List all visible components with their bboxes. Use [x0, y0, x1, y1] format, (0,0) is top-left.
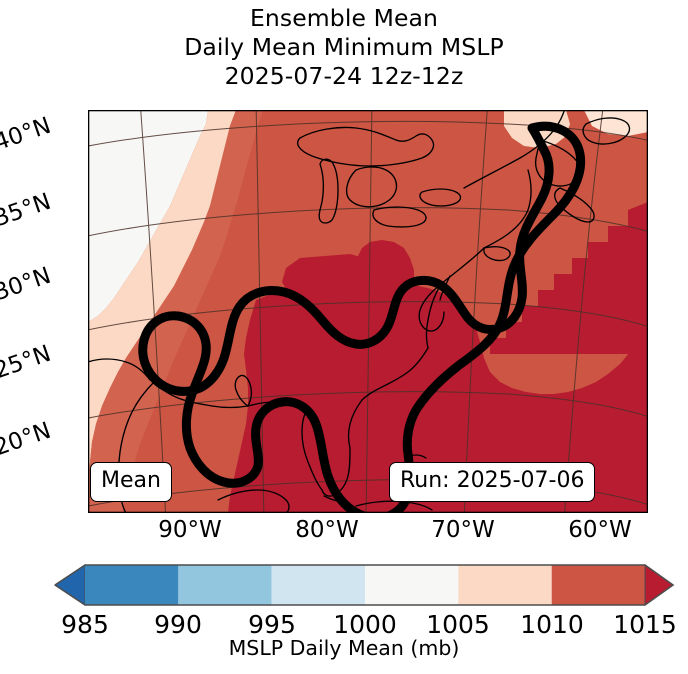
coast-yucatan — [217, 489, 290, 513]
colorbar-tick-1000: 1000 — [333, 610, 397, 639]
figure-title: Ensemble Mean Daily Mean Minimum MSLP 20… — [0, 4, 688, 91]
meridian-75W — [564, 110, 604, 513]
parallel-40N — [88, 121, 648, 147]
badge-mean: Mean — [90, 462, 172, 502]
colorbar-tick-1015: 1015 — [613, 610, 677, 639]
coast-lake-michigan — [318, 158, 339, 224]
colorbar-panel: 985 990 995 1000 1005 1010 1015 — [0, 560, 688, 674]
lon-tick-60W: 60°W — [568, 517, 632, 543]
colorbar-tick-995: 995 — [248, 610, 296, 639]
colorbar-canvas — [54, 564, 675, 606]
coast-georgia — [347, 399, 363, 449]
meridian-95W — [140, 110, 167, 513]
coast-mexico-interior — [88, 358, 151, 381]
parallel-25N — [88, 391, 648, 419]
meridian-80W — [463, 110, 488, 513]
fill-band-over-1015-midwest — [282, 254, 370, 296]
contour-isobar-1013 — [138, 121, 586, 513]
coast-carolinas — [361, 347, 429, 401]
coast-lake-ontario — [419, 188, 462, 207]
coast-florida-east — [321, 447, 351, 497]
title-line-3: 2025-07-24 12z-12z — [224, 62, 464, 90]
map-canvas — [88, 110, 648, 513]
colorbar-outline — [54, 564, 675, 606]
colorbar-tick-1005: 1005 — [426, 610, 490, 639]
coast-newfoundland — [582, 117, 631, 145]
coast-us-east — [418, 247, 485, 332]
lat-tick-35N: 35°N — [0, 188, 55, 233]
colorbar-band-1005-1010 — [458, 565, 552, 605]
coast-mississippi-delta — [234, 374, 252, 407]
colorbar-tick-1010: 1010 — [520, 610, 584, 639]
map-panel: Mean Run: 2025-07-06 — [88, 110, 648, 513]
colorbar-band-990-995 — [178, 565, 272, 605]
meridian-90W — [255, 110, 265, 513]
lon-tick-70W: 70°W — [431, 517, 495, 543]
colorbar-tick-990: 990 — [154, 610, 202, 639]
colorbar-band-985-990 — [85, 565, 179, 605]
coast-lake-erie — [372, 206, 427, 228]
lat-tick-20N: 20°N — [0, 417, 55, 462]
coast-lake-superior — [296, 126, 435, 167]
colorbar-arrow-under — [54, 564, 86, 606]
map-frame — [88, 110, 648, 513]
colorbar-tick-985: 985 — [61, 610, 109, 639]
colorbar-band-995-1000 — [271, 565, 366, 605]
fill-band-over-1015-gulf — [228, 240, 648, 513]
lon-tick-90W: 90°W — [158, 517, 222, 543]
fill-band-1005-1010 — [88, 110, 236, 482]
coast-nova-scotia — [554, 187, 595, 223]
coast-new-england — [483, 169, 532, 249]
meridian-85W — [365, 110, 373, 513]
fill-band-over-1015-atlantic — [490, 202, 648, 354]
badge-run-date: Run: 2025-07-06 — [389, 462, 596, 502]
colorbar-band-1010-1015 — [551, 565, 646, 605]
lat-tick-40N: 40°N — [0, 112, 55, 157]
coast-lake-huron — [345, 166, 398, 208]
lat-tick-25N: 25°N — [0, 340, 55, 385]
coast-chesapeake — [425, 285, 441, 349]
lat-tick-30N: 30°N — [0, 262, 55, 307]
colorbar-title: MSLP Daily Mean (mb) — [228, 636, 460, 660]
title-line-2: Daily Mean Minimum MSLP — [184, 33, 504, 61]
lon-tick-80W: 80°W — [295, 517, 359, 543]
title-line-1: Ensemble Mean — [249, 4, 439, 32]
coast-cape-cod — [483, 246, 511, 262]
parallel-35N — [88, 207, 648, 237]
colorbar-arrow-over — [644, 564, 674, 606]
coast-florida-west — [301, 407, 323, 491]
colorbar-band-1000-1005 — [365, 565, 459, 605]
